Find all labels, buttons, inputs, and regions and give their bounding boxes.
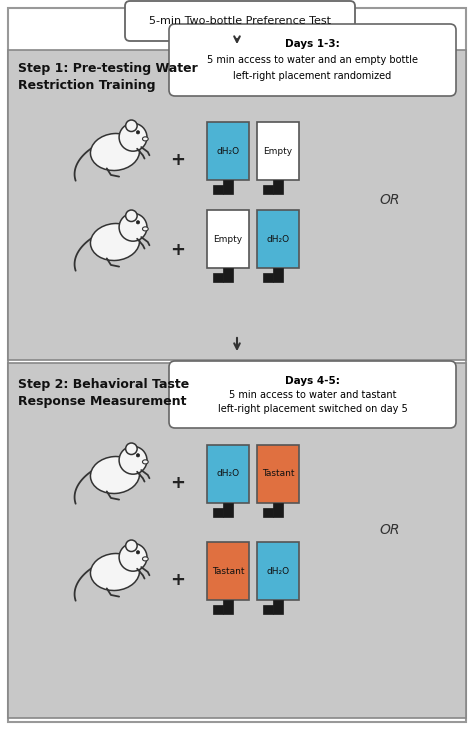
Bar [223, 268, 233, 282]
Text: Empty: Empty [264, 147, 292, 155]
Circle shape [126, 540, 137, 551]
Text: +: + [171, 474, 185, 492]
Bar [207, 210, 249, 268]
Text: dH₂O: dH₂O [266, 234, 290, 244]
Text: +: + [171, 241, 185, 259]
Text: Empty: Empty [213, 234, 243, 244]
Text: 5-min Two-bottle Preference Test: 5-min Two-bottle Preference Test [149, 16, 331, 26]
Bar [264, 604, 273, 614]
Text: Days 4-5:: Days 4-5: [285, 376, 340, 386]
Circle shape [137, 453, 140, 457]
Text: dH₂O: dH₂O [217, 147, 239, 155]
Bar [8, 50, 466, 360]
Text: Tastant: Tastant [262, 469, 294, 478]
Bar [223, 600, 233, 614]
Bar [207, 122, 249, 180]
Bar [264, 185, 273, 194]
Ellipse shape [91, 134, 139, 171]
Bar [213, 508, 223, 517]
Bar [213, 604, 223, 614]
Circle shape [137, 131, 140, 134]
Text: +: + [171, 151, 185, 169]
Circle shape [126, 210, 137, 221]
FancyBboxPatch shape [169, 24, 456, 96]
Bar [273, 268, 283, 282]
Bar [8, 363, 466, 718]
Text: 5 min access to water and tastant: 5 min access to water and tastant [229, 390, 396, 399]
Circle shape [126, 120, 137, 131]
Text: OR: OR [380, 523, 400, 537]
Text: left-right placement switched on day 5: left-right placement switched on day 5 [218, 404, 407, 414]
Text: Days 1-3:: Days 1-3: [285, 39, 340, 49]
Ellipse shape [91, 223, 139, 261]
Bar [257, 542, 299, 600]
Text: 5 min access to water and an empty bottle: 5 min access to water and an empty bottl… [207, 55, 418, 65]
Circle shape [137, 220, 140, 224]
Ellipse shape [143, 227, 148, 231]
Ellipse shape [91, 553, 139, 591]
Circle shape [119, 543, 147, 571]
Bar [257, 210, 299, 268]
Circle shape [126, 443, 137, 455]
Bar [213, 185, 223, 194]
Bar [207, 542, 249, 600]
Bar [264, 273, 273, 282]
Text: +: + [171, 571, 185, 589]
Bar [273, 503, 283, 517]
FancyBboxPatch shape [125, 1, 355, 41]
Bar [207, 445, 249, 503]
Circle shape [119, 446, 147, 474]
Bar [223, 180, 233, 194]
Text: Step 2: Behavioral Taste
Response Measurement: Step 2: Behavioral Taste Response Measur… [18, 378, 189, 408]
Bar [273, 600, 283, 614]
Bar [273, 180, 283, 194]
Text: OR: OR [380, 193, 400, 207]
Bar [223, 503, 233, 517]
Text: Tastant: Tastant [212, 566, 244, 575]
Text: dH₂O: dH₂O [266, 566, 290, 575]
Ellipse shape [143, 460, 148, 464]
Bar [264, 508, 273, 517]
Bar [257, 122, 299, 180]
Ellipse shape [143, 137, 148, 141]
Circle shape [119, 123, 147, 151]
Ellipse shape [91, 456, 139, 493]
Circle shape [137, 550, 140, 554]
Bar [213, 273, 223, 282]
Text: left-right placement randomized: left-right placement randomized [233, 71, 392, 81]
Text: Step 1: Pre-testing Water
Restriction Training: Step 1: Pre-testing Water Restriction Tr… [18, 62, 198, 92]
Text: dH₂O: dH₂O [217, 469, 239, 478]
Bar [257, 445, 299, 503]
Circle shape [119, 213, 147, 241]
Ellipse shape [143, 557, 148, 561]
FancyBboxPatch shape [169, 361, 456, 428]
